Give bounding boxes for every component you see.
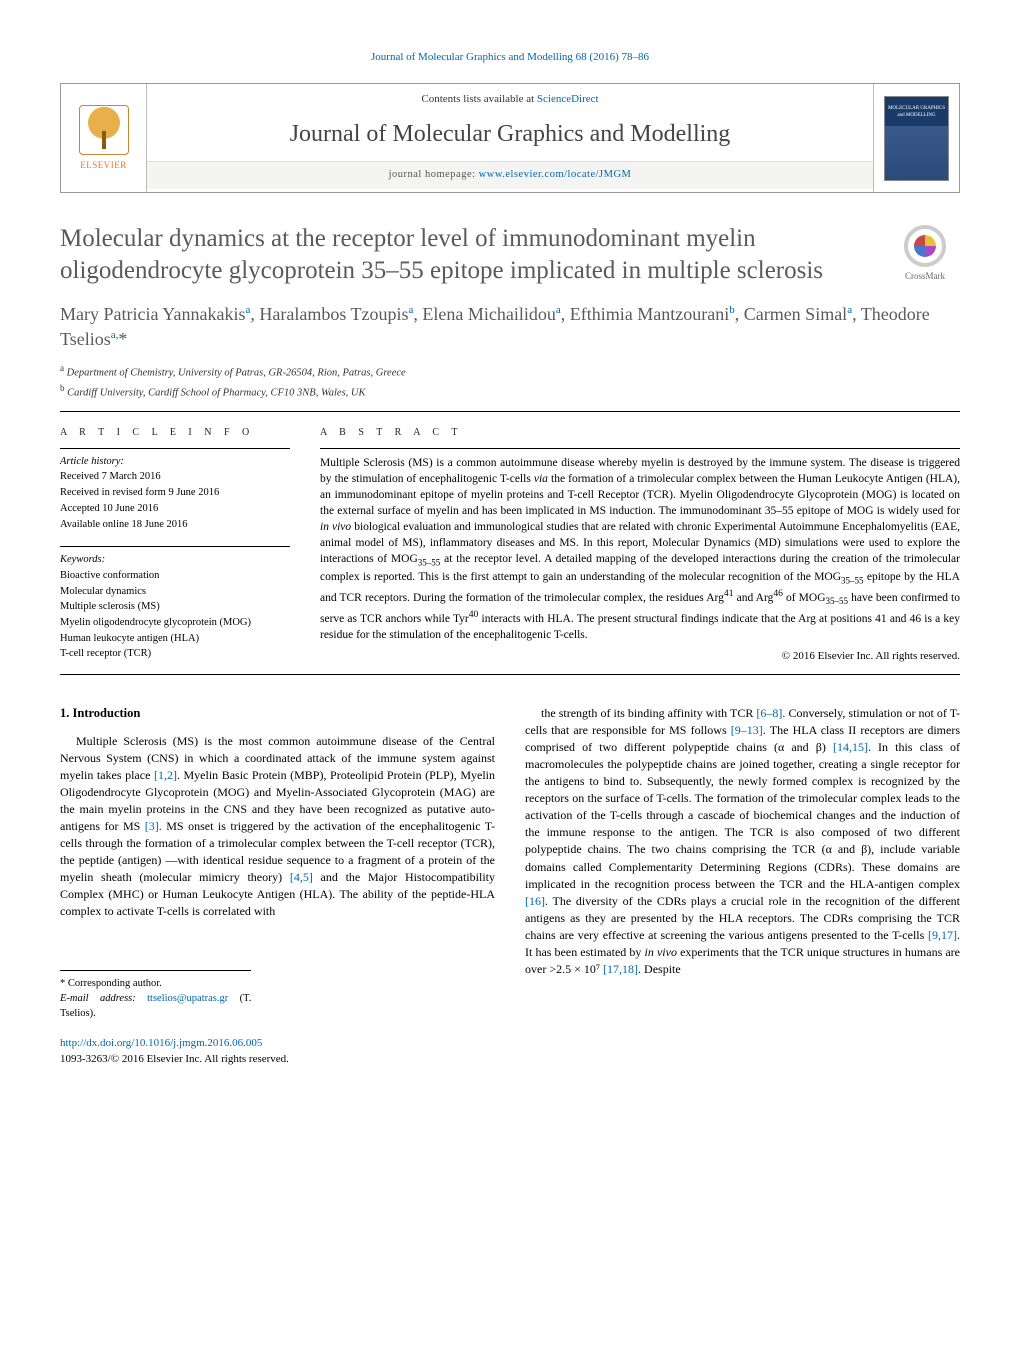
intro-para-1: Multiple Sclerosis (MS) is the most comm…	[60, 733, 495, 920]
crossmark-badge[interactable]: CrossMark	[890, 225, 960, 283]
footnotes: * Corresponding author. E-mail address: …	[60, 970, 251, 1022]
citation-link[interactable]: [16]	[525, 894, 545, 908]
abstract-heading: a b s t r a c t	[320, 426, 960, 440]
abstract-column: a b s t r a c t Multiple Sclerosis (MS) …	[320, 426, 960, 664]
top-citation: Journal of Molecular Graphics and Modell…	[60, 50, 960, 65]
rule-top	[60, 411, 960, 412]
corresponding-author-note: * Corresponding author.	[60, 977, 251, 992]
citation-link[interactable]: [4,5]	[290, 870, 313, 884]
keywords-lines: Bioactive conformationMolecular dynamics…	[60, 569, 290, 662]
elsevier-logo: ELSEVIER	[61, 84, 146, 192]
rule-bottom	[60, 674, 960, 675]
homepage-link[interactable]: www.elsevier.com/locate/JMGM	[479, 169, 632, 180]
corresponding-email-link[interactable]: ttselios@upatras.gr	[147, 993, 228, 1004]
email-label: E-mail address:	[60, 993, 147, 1004]
citation-link[interactable]: [1,2]	[154, 768, 177, 782]
body-column-left: 1. Introduction Multiple Sclerosis (MS) …	[60, 705, 495, 1067]
info-rule	[60, 448, 290, 449]
citation-link[interactable]: [9,17]	[928, 928, 957, 942]
crossmark-icon	[904, 225, 946, 267]
journal-header-box: ELSEVIER Contents lists available at Sci…	[60, 83, 960, 193]
article-info-heading: a r t i c l e i n f o	[60, 426, 290, 440]
citation-link[interactable]: [6–8]	[756, 706, 782, 720]
journal-cover-thumbnail: MOLECULAR GRAPHICS and MODELLING	[874, 84, 959, 192]
citation-link[interactable]: [3]	[145, 819, 159, 833]
issn-copyright: 1093-3263/© 2016 Elsevier Inc. All right…	[60, 1053, 289, 1065]
doi-link[interactable]: http://dx.doi.org/10.1016/j.jmgm.2016.06…	[60, 1037, 262, 1049]
abs-rule	[320, 448, 960, 449]
crossmark-label: CrossMark	[890, 270, 960, 283]
article-title: Molecular dynamics at the receptor level…	[60, 223, 960, 286]
citation-link[interactable]: [9–13]	[731, 723, 763, 737]
email-line: E-mail address: ttselios@upatras.gr (T. …	[60, 992, 251, 1022]
contents-available-line: Contents lists available at ScienceDirec…	[147, 84, 873, 111]
article-info-column: a r t i c l e i n f o Article history: R…	[60, 426, 290, 664]
header-center: Contents lists available at ScienceDirec…	[146, 84, 874, 192]
keywords-label: Keywords:	[60, 553, 290, 568]
body-column-right: the strength of its binding affinity wit…	[525, 705, 960, 1067]
intro-heading: 1. Introduction	[60, 705, 495, 723]
affiliations: a Department of Chemistry, University of…	[60, 362, 960, 401]
history-label: Article history:	[60, 455, 290, 470]
history-lines: Received 7 March 2016Received in revised…	[60, 470, 290, 532]
doi-block: http://dx.doi.org/10.1016/j.jmgm.2016.06…	[60, 1036, 495, 1067]
sciencedirect-link[interactable]: ScienceDirect	[537, 93, 599, 105]
journal-homepage-line: journal homepage: www.elsevier.com/locat…	[147, 161, 873, 189]
abstract-copyright: © 2016 Elsevier Inc. All rights reserved…	[320, 649, 960, 664]
homepage-prefix: journal homepage:	[389, 169, 479, 180]
elsevier-label: ELSEVIER	[80, 159, 127, 172]
authors-line: Mary Patricia Yannakakisa, Haralambos Tz…	[60, 302, 960, 352]
journal-name: Journal of Molecular Graphics and Modell…	[147, 112, 873, 162]
contents-prefix: Contents lists available at	[421, 93, 536, 105]
intro-para-2: the strength of its binding affinity wit…	[525, 705, 960, 978]
kw-rule	[60, 546, 290, 547]
cover-image: MOLECULAR GRAPHICS and MODELLING	[884, 96, 949, 181]
citation-link[interactable]: [14,15]	[833, 740, 868, 754]
body-columns: 1. Introduction Multiple Sclerosis (MS) …	[60, 705, 960, 1067]
elsevier-tree-icon	[79, 105, 129, 155]
abstract-text: Multiple Sclerosis (MS) is a common auto…	[320, 455, 960, 643]
citation-link[interactable]: [17,18]	[603, 962, 638, 976]
